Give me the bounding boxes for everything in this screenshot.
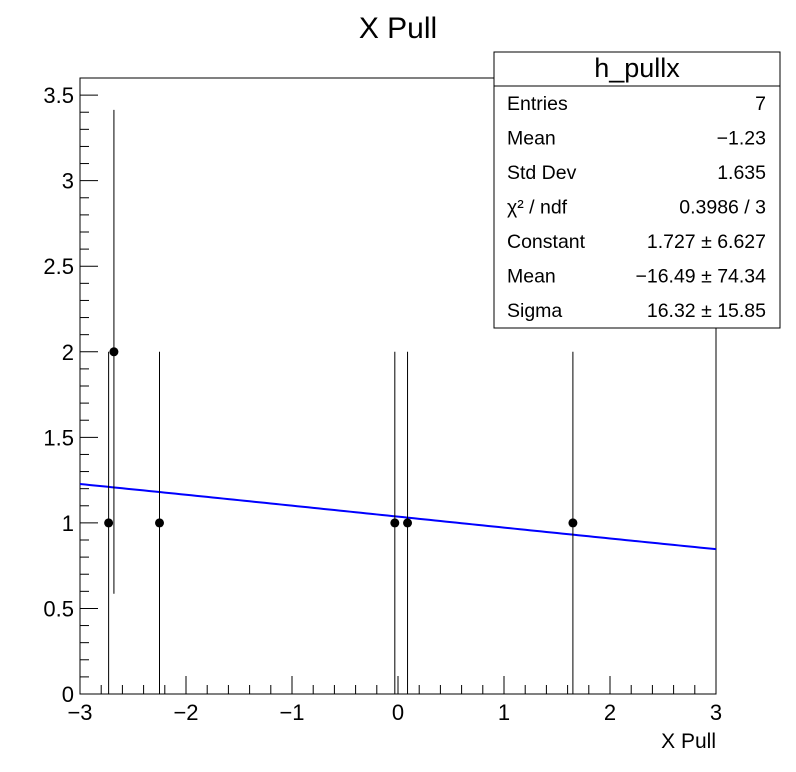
chart-title: X Pull: [359, 12, 437, 45]
x-axis-title: X Pull: [661, 730, 716, 753]
stats-value: 1.635: [717, 162, 766, 184]
stats-label: Mean: [507, 266, 556, 288]
y-axis: 0 0.5 1 1.5 2 2.5 3 3.5: [43, 77, 98, 707]
stats-box: h_pullx Entries 7 Mean −1.23 Std Dev 1.635 χ² …: [493, 51, 781, 329]
data-point: [403, 518, 413, 528]
stats-label: Entries: [507, 93, 568, 115]
stats-label: Std Dev: [507, 162, 577, 184]
stats-box-name: h_pullx: [594, 53, 680, 83]
data-point: [155, 518, 164, 528]
stats-label: Sigma: [507, 300, 562, 322]
x-tick-label: 3: [710, 700, 722, 725]
stats-box-frame: [493, 51, 781, 329]
fit-curve: [79, 483, 717, 551]
data-point: [390, 518, 400, 528]
data-point: [104, 518, 114, 528]
x-tick-label: 2: [604, 700, 616, 725]
data-point: [109, 347, 119, 357]
stats-label: Constant: [507, 231, 586, 253]
y-tick-label: 1: [62, 511, 74, 536]
y-tick-label: 2.5: [43, 254, 74, 279]
stats-value: 1.727 ± 6.627: [647, 231, 766, 253]
stats-value: 16.32 ± 15.85: [647, 300, 766, 322]
data-points: [104, 109, 578, 694]
stats-value: −16.49 ± 74.34: [635, 266, 766, 288]
y-tick-label: 2: [62, 340, 74, 365]
x-tick-label: 1: [498, 700, 510, 725]
y-tick-label: 1.5: [43, 425, 74, 450]
stats-value: −1.23: [717, 128, 766, 150]
stats-label: χ² / ndf: [507, 197, 568, 219]
x-tick-label: −1: [279, 700, 304, 725]
y-tick-label: 0: [62, 682, 74, 707]
x-tick-label: 0: [392, 700, 404, 725]
x-tick-label: −3: [67, 700, 92, 725]
stats-label: Mean: [507, 128, 556, 150]
data-point: [568, 518, 578, 528]
stats-value: 0.3986 / 3: [679, 197, 766, 219]
y-tick-label: 0.5: [43, 596, 74, 621]
stats-rows: Entries 7 Mean −1.23 Std Dev 1.635 χ² / ndf 0.3…: [507, 93, 766, 322]
y-tick-label: 3.5: [43, 83, 74, 108]
x-tick-label: −2: [173, 700, 198, 725]
y-tick-label: 3: [62, 169, 74, 194]
x-axis: −3 −2 −1 0 1 2 3: [67, 676, 722, 725]
fit-layer: [79, 483, 717, 551]
stats-value: 7: [755, 93, 766, 115]
